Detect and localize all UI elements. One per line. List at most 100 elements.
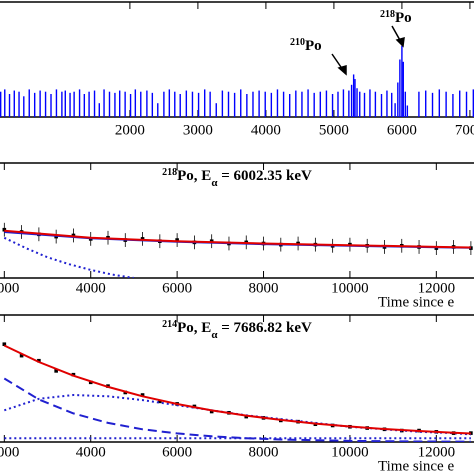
data-point (158, 399, 162, 404)
histogram-bar (348, 90, 350, 117)
x-tick-label: 6000 (162, 280, 192, 296)
histogram-bar (197, 92, 200, 117)
data-point (37, 358, 41, 363)
fit-curve (3, 344, 471, 435)
histogram-bar (129, 94, 132, 117)
histogram-bar (399, 59, 401, 117)
histogram-bar (301, 91, 303, 117)
x-axis-label: Time since e (378, 458, 454, 474)
histogram-bar (23, 96, 25, 117)
x-tick-label: 4000 (251, 122, 281, 138)
annotation-arrows (331, 25, 405, 76)
histogram-bar (215, 103, 217, 117)
histogram-bar (221, 90, 224, 117)
title-part: 218 (162, 167, 177, 178)
x-tick-label: 12000 (418, 280, 456, 296)
data-point (54, 369, 58, 373)
histogram-bar (363, 92, 366, 117)
histogram-bar (406, 105, 409, 117)
histogram-bar (391, 92, 393, 117)
histogram-bar (209, 91, 211, 117)
data-point (175, 238, 179, 242)
histogram-bar (369, 89, 371, 117)
histogram-bar (452, 94, 454, 117)
histogram-bar (88, 91, 90, 117)
isotope-mass: 210 (290, 37, 305, 48)
title-part: Po, E (177, 320, 211, 336)
histogram-bar (289, 94, 291, 117)
histogram-bar (83, 94, 86, 117)
histogram-bar (342, 89, 345, 117)
histogram-bar (108, 91, 111, 117)
peak-annotation: 218Po (380, 9, 412, 27)
histogram-bar (270, 92, 273, 117)
data-point (19, 353, 24, 358)
histogram-bar (445, 91, 447, 117)
title-part: Po, E (177, 168, 211, 184)
histogram-bar (313, 92, 315, 117)
histogram-bar (13, 90, 15, 117)
isotope-element: Po (305, 38, 322, 54)
x-tick-label: 7000 (455, 122, 474, 138)
plot-area (2, 342, 473, 442)
x-tick-label: 6000 (387, 122, 417, 138)
title-part: = 6002.35 keV (217, 168, 312, 184)
histogram-bar (55, 89, 58, 117)
histogram-bar (203, 89, 206, 117)
histogram-bar (386, 90, 388, 117)
fit-curve (4, 229, 471, 249)
histogram-bar (140, 91, 142, 117)
arrow-head (395, 36, 405, 48)
x-tick-label: 6000 (162, 444, 192, 460)
histogram-bar (28, 89, 30, 117)
histogram-bar (397, 82, 399, 117)
histogram-bar (431, 92, 434, 117)
panel-title: 214Po, Eα = 7686.82 keV (162, 319, 312, 342)
histogram-bar (93, 90, 96, 117)
histogram-bar (168, 89, 171, 117)
histogram-bar (64, 90, 66, 117)
histogram-bar (258, 90, 260, 117)
title-part: α (211, 329, 218, 341)
histogram-bar (185, 90, 188, 117)
histogram-bar (380, 94, 383, 117)
x-tick-label: 5000 (319, 122, 349, 138)
histogram-bar (157, 103, 159, 117)
histogram-bar (350, 84, 353, 117)
histogram-bar (78, 89, 81, 117)
histogram-bar (151, 92, 154, 117)
histogram-bar (61, 91, 63, 117)
histogram-bar (18, 91, 20, 117)
histogram-bar (307, 89, 309, 117)
histogram-bar (264, 91, 266, 117)
histogram-bar (240, 89, 242, 117)
histogram-bar (465, 91, 468, 117)
x-tick-label: 8000 (249, 280, 279, 296)
histogram-bar (246, 94, 248, 117)
histogram-bar (69, 92, 71, 117)
x-tick-label: 2000 (115, 122, 145, 138)
histogram-bar (103, 89, 105, 117)
histogram-bar (394, 103, 396, 117)
histogram-bar (174, 91, 176, 117)
x-tick-label: 2000 (0, 280, 19, 296)
plot-area (2, 222, 473, 278)
histogram-bar (146, 90, 148, 117)
histogram-bar (276, 89, 279, 117)
histogram-bar (401, 45, 403, 117)
histogram-bar (73, 91, 75, 117)
histogram-bar (44, 91, 47, 117)
histogram-bar (472, 89, 474, 117)
histogram-bar (331, 94, 334, 117)
histogram-bar (459, 90, 461, 117)
plot-area (0, 45, 474, 117)
title-part: = 7686.82 keV (217, 320, 312, 336)
histogram-bar (374, 91, 377, 117)
histogram-bar (39, 90, 41, 117)
plot-frame (0, 314, 474, 443)
histogram-bar (418, 91, 420, 117)
x-tick-label: 12000 (418, 444, 456, 460)
isotope-element: Po (395, 10, 412, 26)
histogram-bar (319, 91, 322, 117)
